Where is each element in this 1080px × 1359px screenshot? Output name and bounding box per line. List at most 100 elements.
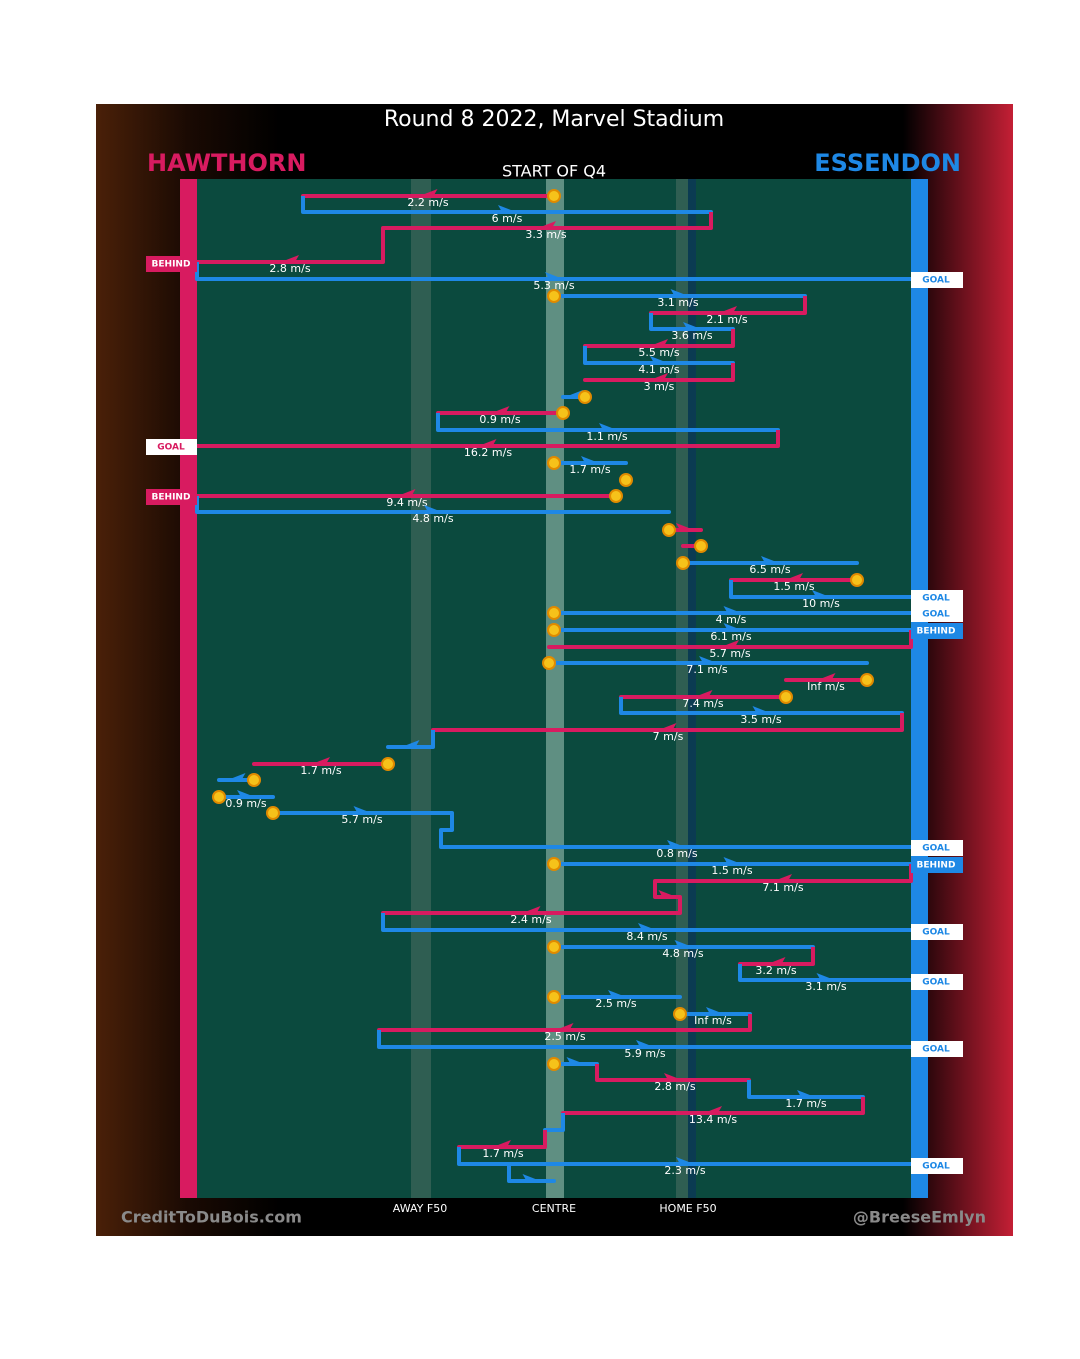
direction-arrow <box>723 623 742 630</box>
outcome-label: GOAL <box>922 276 950 286</box>
direction-arrow <box>599 423 617 430</box>
speed-label: 3.1 m/s <box>657 296 698 309</box>
direction-arrow <box>706 1007 724 1014</box>
direction-arrow <box>424 505 442 512</box>
outcome-label: GOAL <box>922 610 950 620</box>
outcome-box <box>911 1041 963 1057</box>
speed-label: 3.3 m/s <box>525 228 566 241</box>
speed-label: 2.3 m/s <box>664 1164 705 1177</box>
direction-arrow <box>670 289 689 296</box>
direction-arrow <box>545 272 563 279</box>
direction-arrow <box>581 456 599 463</box>
direction-arrow <box>664 1073 682 1080</box>
subtitle: START OF Q4 <box>502 162 606 181</box>
speed-label: 6.1 m/s <box>710 630 751 643</box>
speed-label: 4 m/s <box>716 613 747 626</box>
direction-arrow <box>401 740 420 747</box>
direction-arrow <box>699 656 717 663</box>
speed-label: 2.8 m/s <box>269 262 310 275</box>
speed-label: 4.8 m/s <box>412 512 453 525</box>
field-label: HOME F50 <box>659 1202 716 1215</box>
speed-label: 5.3 m/s <box>533 279 574 292</box>
outcome-box <box>911 857 963 873</box>
speed-label: 1.1 m/s <box>586 430 627 443</box>
possession-start <box>779 690 793 704</box>
direction-arrow <box>797 1090 815 1097</box>
direction-arrow <box>723 857 742 864</box>
speed-label: 7.4 m/s <box>682 697 723 710</box>
direction-arrow <box>636 1040 654 1047</box>
direction-arrow <box>397 489 416 496</box>
speed-label: 3 m/s <box>644 380 675 393</box>
direction-arrow <box>723 606 742 613</box>
speed-label: 2.5 m/s <box>595 997 636 1010</box>
direction-arrow <box>816 973 835 980</box>
direction-arrow <box>774 874 792 881</box>
direction-arrow <box>667 840 685 847</box>
outcome-label: GOAL <box>922 978 950 988</box>
speed-label: 1.7 m/s <box>785 1097 826 1110</box>
speed-label: 4.8 m/s <box>662 947 703 960</box>
speed-label: 7.1 m/s <box>762 881 803 894</box>
speed-label: 8.4 m/s <box>626 930 667 943</box>
possession-start <box>609 489 623 503</box>
speed-label: 10 m/s <box>802 597 840 610</box>
speed-label: 2.5 m/s <box>544 1030 585 1043</box>
possession-start <box>547 623 561 637</box>
possession-start <box>547 990 561 1004</box>
outcome-box <box>911 623 963 639</box>
direction-arrow <box>650 356 668 363</box>
outcome-box <box>911 606 963 622</box>
direction-arrow <box>650 373 668 380</box>
speed-label: 2.8 m/s <box>654 1080 695 1093</box>
speed-label: 7 m/s <box>653 730 684 743</box>
direction-arrow <box>676 523 694 530</box>
direction-arrow <box>658 723 677 730</box>
possession-start <box>662 523 676 537</box>
possession-start <box>850 573 864 587</box>
direction-arrow <box>538 221 556 228</box>
outcome-label: GOAL <box>922 1162 950 1172</box>
possession-start <box>619 473 633 487</box>
speed-label: 13.4 m/s <box>689 1113 737 1126</box>
outcome-box <box>911 1158 963 1174</box>
possession-start <box>547 456 561 470</box>
speed-label: 0.9 m/s <box>479 413 520 426</box>
outcome-label: GOAL <box>922 594 950 604</box>
possession-start <box>694 539 708 553</box>
outcome-box <box>911 272 963 288</box>
speed-label: 0.9 m/s <box>225 797 266 810</box>
direction-arrow <box>493 1140 511 1147</box>
outcome-label: GOAL <box>922 1045 950 1055</box>
direction-arrow <box>719 306 737 313</box>
direction-arrow <box>683 322 701 329</box>
direction-arrow <box>752 706 771 713</box>
direction-arrow <box>721 640 739 647</box>
speed-label: 7.1 m/s <box>686 663 727 676</box>
speed-label: 0.8 m/s <box>656 847 697 860</box>
field-label: AWAY F50 <box>393 1202 447 1215</box>
speed-label: 9.4 m/s <box>386 496 427 509</box>
possession-start <box>547 857 561 871</box>
outcome-box <box>146 489 197 505</box>
speed-label: 16.2 m/s <box>464 446 512 459</box>
speed-label: 2.4 m/s <box>510 913 551 926</box>
credit: CreditToDuBois.com <box>121 1208 302 1227</box>
speed-label: 3.6 m/s <box>671 329 712 342</box>
direction-arrow <box>608 990 626 997</box>
possession-start <box>673 1007 687 1021</box>
away-team: ESSENDON <box>814 149 961 177</box>
direction-arrow <box>419 189 438 196</box>
direction-arrow <box>761 556 779 563</box>
direction-arrow <box>353 806 372 813</box>
speed-label: 2.2 m/s <box>407 196 448 209</box>
speed-label: Inf m/s <box>694 1014 732 1027</box>
outcome-box <box>146 439 197 455</box>
possession-start <box>556 406 570 420</box>
speed-label: 3.1 m/s <box>805 980 846 993</box>
direction-arrow <box>658 890 677 897</box>
essendon-bar <box>911 179 928 1198</box>
possession-start <box>676 556 690 570</box>
outcome-label: BEHIND <box>917 627 956 637</box>
